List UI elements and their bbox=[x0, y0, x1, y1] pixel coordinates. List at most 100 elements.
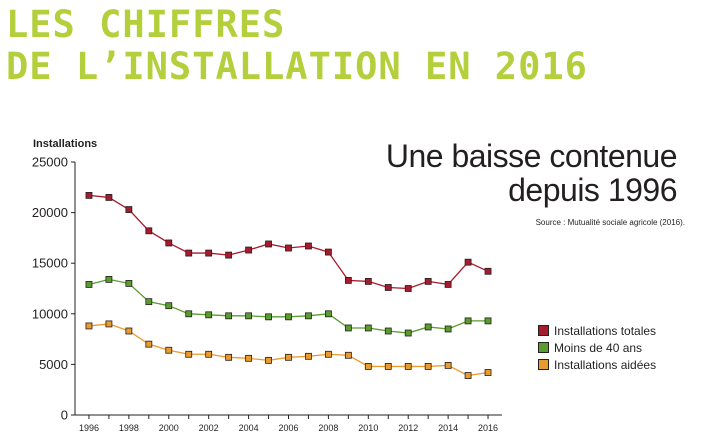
legend-swatch-moins-40 bbox=[538, 342, 549, 353]
data-point-series-1 bbox=[364, 324, 372, 332]
data-point-series-0 bbox=[225, 251, 233, 259]
data-point-series-2 bbox=[285, 353, 292, 361]
x-tick-label: 2014 bbox=[438, 423, 458, 433]
y-tick-label: 0 bbox=[61, 408, 68, 423]
data-point-series-1 bbox=[325, 310, 332, 318]
data-point-series-0 bbox=[444, 281, 452, 288]
headline-line-1: LES CHIFFRES bbox=[6, 3, 286, 46]
data-point-series-0 bbox=[205, 249, 213, 257]
data-point-series-0 bbox=[125, 206, 133, 213]
x-tick-label: 2004 bbox=[239, 423, 259, 433]
data-point-series-0 bbox=[265, 240, 272, 248]
y-tick-label: 15000 bbox=[32, 256, 68, 271]
x-tick-label: 2010 bbox=[358, 423, 378, 433]
data-point-series-0 bbox=[364, 278, 372, 285]
data-point-series-1 bbox=[464, 317, 472, 325]
data-point-series-2 bbox=[325, 350, 332, 358]
data-point-series-0 bbox=[305, 242, 312, 250]
data-point-series-1 bbox=[105, 275, 113, 283]
data-point-series-1 bbox=[305, 312, 312, 320]
y-tick-label: 20000 bbox=[32, 205, 68, 220]
data-point-series-1 bbox=[344, 324, 352, 332]
data-point-series-0 bbox=[245, 246, 252, 254]
chart-subtitle-line-1: Une baisse contenue bbox=[385, 138, 678, 174]
data-point-series-2 bbox=[265, 356, 272, 364]
legend-label-totales: Installations totales bbox=[554, 323, 657, 338]
data-point-series-2 bbox=[384, 363, 392, 370]
data-point-series-2 bbox=[444, 362, 452, 369]
x-tick-label: 2002 bbox=[199, 423, 219, 433]
chart-source-note: Source : Mutualité sociale agricole (201… bbox=[535, 218, 685, 227]
data-point-series-1 bbox=[165, 302, 173, 310]
data-point-series-0 bbox=[344, 277, 352, 284]
legend-item-totales: Installations totales bbox=[538, 322, 656, 339]
data-point-series-1 bbox=[404, 329, 412, 337]
chart-series-lines bbox=[88, 194, 489, 377]
data-point-series-0 bbox=[145, 227, 153, 235]
data-point-series-2 bbox=[185, 350, 193, 358]
data-point-series-2 bbox=[245, 354, 252, 362]
data-point-series-1 bbox=[125, 280, 133, 287]
data-point-series-2 bbox=[484, 369, 492, 376]
data-point-series-1 bbox=[145, 298, 153, 306]
data-point-series-0 bbox=[105, 194, 113, 201]
legend-item-aidees: Installations aidées bbox=[538, 356, 656, 373]
data-point-series-1 bbox=[205, 311, 213, 319]
headline-line-2: DE L’INSTALLATION EN 2016 bbox=[6, 45, 588, 88]
data-point-series-1 bbox=[265, 313, 272, 321]
data-point-series-0 bbox=[285, 244, 292, 252]
data-point-series-0 bbox=[165, 239, 173, 247]
x-tick-label: 1996 bbox=[79, 423, 99, 433]
data-point-series-2 bbox=[205, 350, 213, 358]
chart-data-points bbox=[85, 191, 492, 379]
data-point-series-0 bbox=[325, 248, 332, 256]
y-tick-label: 10000 bbox=[32, 306, 68, 321]
legend-item-moins-40: Moins de 40 ans bbox=[538, 339, 656, 356]
data-point-series-2 bbox=[364, 363, 372, 370]
data-point-series-0 bbox=[464, 258, 472, 266]
data-point-series-2 bbox=[404, 363, 412, 370]
data-point-series-1 bbox=[185, 310, 193, 318]
legend-label-aidees: Installations aidées bbox=[554, 357, 657, 372]
x-tick-label: 2006 bbox=[278, 423, 298, 433]
legend-label-moins-40: Moins de 40 ans bbox=[554, 340, 643, 355]
x-tick-label: 2008 bbox=[318, 423, 338, 433]
data-point-series-1 bbox=[285, 313, 292, 321]
data-point-series-0 bbox=[185, 249, 193, 257]
data-point-series-1 bbox=[245, 312, 252, 320]
data-point-series-2 bbox=[105, 320, 113, 328]
x-tick-label: 2000 bbox=[159, 423, 179, 433]
data-point-series-1 bbox=[444, 325, 452, 333]
x-tick-label: 2012 bbox=[398, 423, 418, 433]
legend-swatch-totales bbox=[538, 325, 549, 336]
data-point-series-2 bbox=[305, 352, 312, 360]
chart-subtitle-line-2: depuis 1996 bbox=[508, 172, 677, 208]
y-tick-label: 25000 bbox=[32, 155, 68, 170]
data-point-series-2 bbox=[125, 327, 133, 335]
data-point-series-0 bbox=[484, 267, 492, 275]
data-point-series-0 bbox=[384, 284, 392, 291]
data-point-series-2 bbox=[344, 351, 352, 359]
data-point-series-1 bbox=[424, 323, 432, 331]
data-point-series-1 bbox=[225, 312, 233, 320]
data-point-series-0 bbox=[85, 191, 93, 199]
data-point-series-2 bbox=[145, 340, 153, 348]
data-point-series-0 bbox=[424, 278, 432, 285]
legend-swatch-aidees bbox=[538, 359, 549, 370]
x-tick-label: 2016 bbox=[478, 423, 498, 433]
chart-axes: Installations 0 5000 10000 15000 20000 25000 19… bbox=[32, 138, 502, 433]
data-point-series-2 bbox=[165, 346, 173, 354]
data-point-series-0 bbox=[404, 285, 412, 292]
data-point-series-1 bbox=[384, 327, 392, 335]
chart-legend: Installations totales Moins de 40 ans In… bbox=[538, 322, 656, 373]
data-point-series-2 bbox=[464, 372, 472, 379]
data-point-series-2 bbox=[85, 322, 93, 330]
y-axis-title: Installations bbox=[33, 138, 97, 150]
data-point-series-2 bbox=[424, 363, 432, 370]
data-point-series-1 bbox=[484, 317, 492, 325]
data-point-series-2 bbox=[225, 353, 233, 361]
y-tick-label: 5000 bbox=[39, 357, 68, 372]
x-tick-label: 1998 bbox=[119, 423, 139, 433]
series-line-0 bbox=[88, 194, 489, 290]
